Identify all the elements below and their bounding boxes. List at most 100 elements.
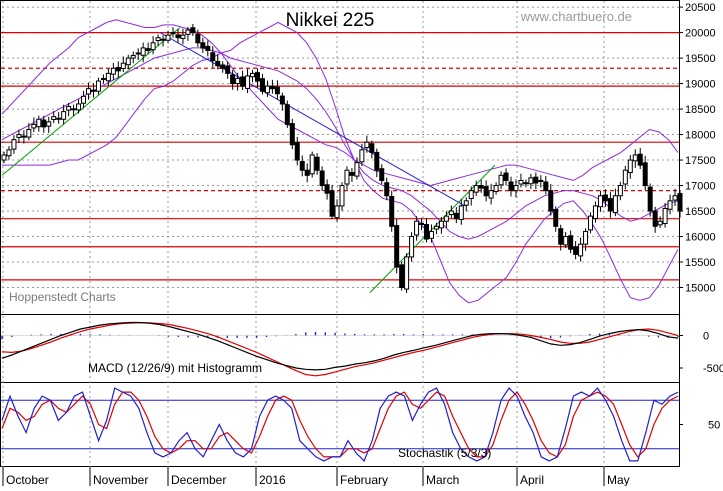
candle-body [458, 205, 464, 220]
candle-body [259, 78, 265, 92]
candle [110, 62, 116, 80]
candle [662, 202, 668, 228]
candle [349, 167, 355, 182]
candle [309, 151, 315, 178]
candle-body [483, 186, 489, 197]
candle [185, 26, 191, 41]
candle-body [81, 95, 87, 104]
candle-body [394, 225, 400, 268]
candle [140, 42, 146, 63]
candle-body [379, 168, 385, 181]
candle-body [627, 159, 633, 174]
candle [61, 104, 67, 125]
candle-body [334, 205, 340, 219]
bollinger-lower [2, 21, 679, 304]
candle-body [438, 220, 444, 229]
bollinger-middle [1, 47, 679, 240]
candle [235, 72, 241, 91]
candle-body [180, 34, 186, 39]
candle-body [349, 172, 355, 176]
candle [200, 37, 206, 53]
candle-body [642, 162, 648, 187]
candle-body [433, 225, 439, 230]
candle [563, 231, 569, 249]
candle-body [364, 141, 370, 149]
candle-body [602, 194, 608, 202]
candle-body [46, 121, 52, 127]
candle-body [6, 149, 12, 157]
month-axis: October November December 2016 February March… [2, 467, 630, 487]
chart-title: Nikkei 225 [286, 10, 375, 31]
candle-body [150, 42, 156, 51]
candle-body [51, 116, 57, 121]
candle [548, 184, 554, 216]
candle-body [76, 103, 82, 111]
candle-body [264, 85, 270, 94]
candle-body [597, 195, 603, 208]
candle [230, 69, 236, 90]
candle-body [279, 95, 285, 105]
candle-body [404, 256, 410, 290]
candle [46, 116, 52, 133]
candle-body [16, 134, 22, 138]
candle-body [314, 156, 320, 171]
candle [588, 212, 594, 234]
candle [36, 115, 42, 132]
candle-body [110, 67, 116, 75]
candle [264, 80, 270, 97]
candle-body [190, 27, 196, 34]
candle-body [155, 37, 161, 41]
candle [86, 82, 91, 100]
candle [11, 135, 17, 154]
candle-body [558, 228, 564, 245]
candle-body [359, 149, 365, 163]
stoch-k-line [1, 387, 679, 462]
month-label: February [340, 473, 388, 486]
candle-body [125, 57, 131, 66]
candle [632, 149, 638, 168]
candle [568, 230, 574, 254]
price-tick-label: 18500 [685, 104, 716, 116]
candle-body [220, 64, 226, 69]
candle [443, 211, 449, 229]
candle-body [339, 185, 345, 207]
candle-body [617, 185, 623, 197]
candle [483, 180, 489, 202]
candle-body [399, 264, 405, 289]
candle-body [240, 76, 246, 87]
candle-body [632, 154, 638, 162]
candle [100, 74, 106, 84]
candle [419, 217, 425, 231]
candle-body [419, 223, 425, 226]
price-tick-label: 16000 [685, 232, 716, 244]
candle [538, 175, 544, 188]
candle [364, 135, 370, 153]
candle [314, 153, 320, 175]
macd-tick-label: -500 [703, 363, 723, 375]
candle-body [319, 170, 325, 187]
candle-body [468, 190, 474, 200]
candle-body [414, 220, 420, 236]
candle-body [56, 117, 62, 120]
candle [259, 73, 265, 95]
candle [21, 130, 27, 144]
candle-body [662, 207, 668, 225]
candle-body [170, 32, 176, 35]
candle [438, 216, 444, 234]
candle-body [230, 74, 236, 85]
candle [612, 188, 618, 217]
candle-body [140, 47, 146, 56]
candle-body [588, 215, 594, 231]
price-tick-label: 16500 [685, 206, 716, 218]
candle-body [309, 154, 315, 175]
candle-body [324, 184, 330, 194]
candle [6, 146, 12, 160]
candle-body [448, 210, 454, 216]
candle [135, 48, 141, 61]
candle [647, 183, 653, 217]
candle-body [115, 67, 121, 72]
candle-body [463, 200, 469, 206]
candle [165, 30, 171, 44]
candle [394, 219, 400, 274]
candle-body [95, 80, 101, 92]
